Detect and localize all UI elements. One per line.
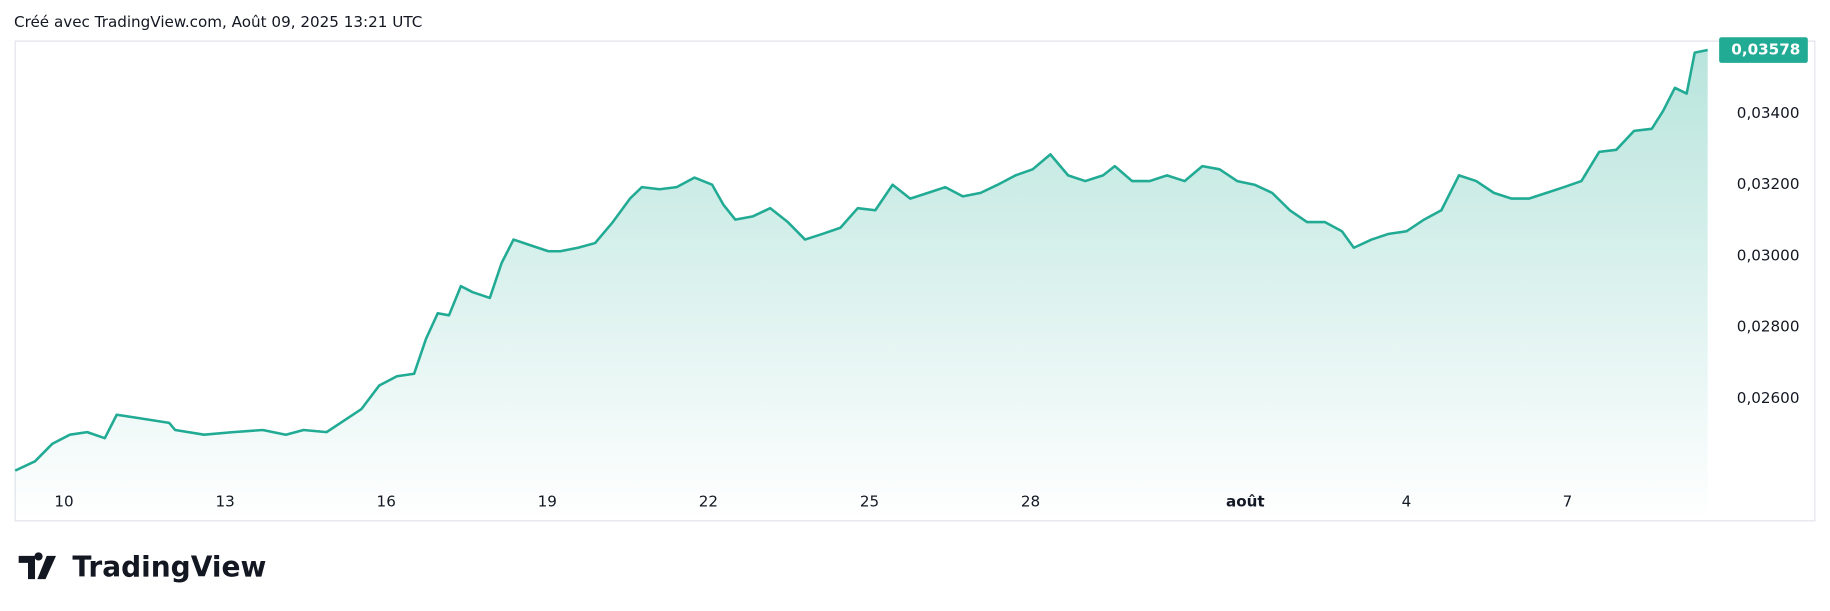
brand: TradingView <box>72 551 266 584</box>
price-line <box>14 48 1708 472</box>
y-tick-label: 0,02800 <box>1737 318 1800 336</box>
y-tick-label: 0,03400 <box>1737 104 1800 122</box>
y-tick-label: 0,03000 <box>1737 246 1800 264</box>
chart-title: Créé avec TradingView.com, Août 09, 2025… <box>14 13 422 31</box>
y-tick-label: 0,03200 <box>1737 175 1800 193</box>
last-price-box <box>1719 37 1808 63</box>
logo: TradingView <box>18 551 266 584</box>
last-price-label: 0,03578 <box>1731 41 1800 59</box>
area-fill <box>15 50 1708 521</box>
y-tick-label: 0,02600 <box>1737 389 1800 407</box>
logo-mark <box>18 552 57 580</box>
